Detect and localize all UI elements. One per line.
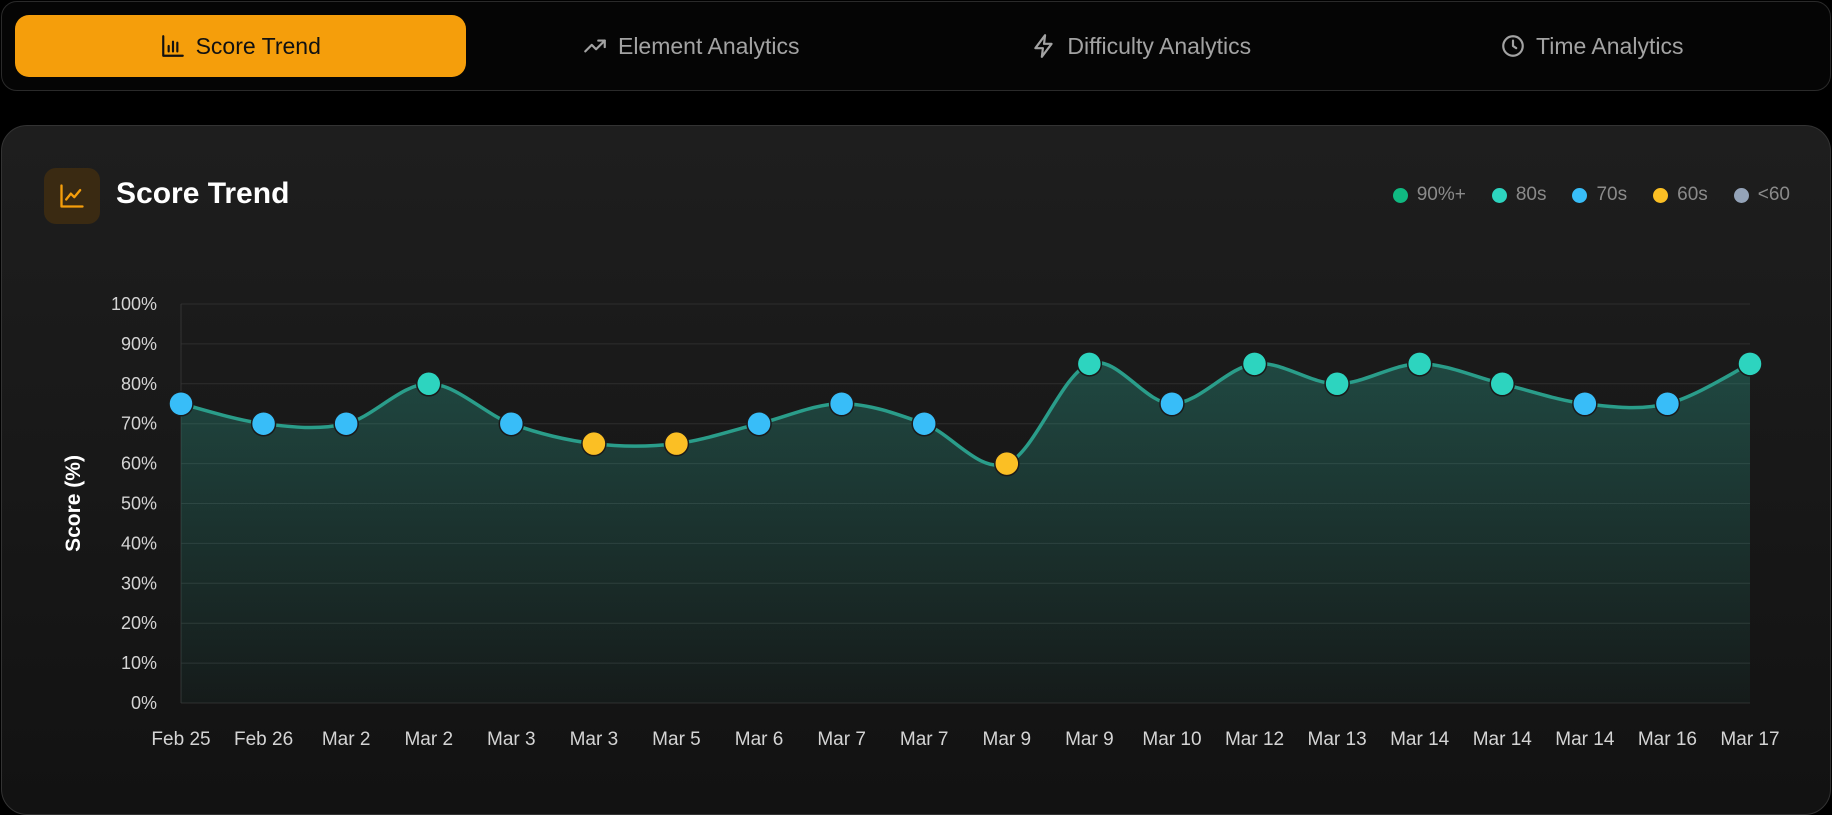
legend-label: 90%+ xyxy=(1416,184,1466,205)
tab-difficulty-analytics[interactable]: Difficulty Analytics xyxy=(916,15,1367,77)
x-tick-label: Mar 3 xyxy=(570,729,619,750)
bar-chart-icon xyxy=(161,35,184,57)
tab-bar: Score Trend Element Analytics Difficulty A… xyxy=(1,1,1831,91)
x-tick-label: Mar 14 xyxy=(1555,729,1615,750)
data-point[interactable] xyxy=(415,371,442,397)
x-tick-label: Mar 16 xyxy=(1638,729,1697,750)
y-tick-label: 40% xyxy=(121,533,157,553)
legend-dot xyxy=(1491,187,1507,203)
data-point[interactable] xyxy=(250,410,277,437)
x-tick-label: Mar 9 xyxy=(983,729,1032,750)
trending-up-icon xyxy=(584,39,606,53)
zap-icon xyxy=(1034,34,1054,58)
x-tick-label: Feb 25 xyxy=(151,729,210,750)
data-point[interactable] xyxy=(1159,391,1185,417)
y-tick-label: 10% xyxy=(121,653,157,673)
tab-label: Time Analytics xyxy=(1536,32,1684,59)
legend-item: 80s xyxy=(1491,184,1547,206)
data-point[interactable] xyxy=(1406,351,1433,377)
trend-line xyxy=(180,360,1751,467)
x-tick-label: Mar 9 xyxy=(1065,729,1114,750)
y-tick-label: 70% xyxy=(121,414,157,434)
data-point[interactable] xyxy=(498,410,525,437)
data-point[interactable] xyxy=(333,410,359,437)
tab-label: Score Trend xyxy=(195,32,321,59)
y-axis-label: Score (%) xyxy=(62,455,85,552)
legend-label: <60 xyxy=(1757,184,1790,205)
data-point[interactable] xyxy=(1572,391,1598,417)
data-point[interactable] xyxy=(1324,371,1350,397)
x-tick-label: Mar 6 xyxy=(735,729,784,750)
y-tick-label: 90% xyxy=(121,334,157,354)
y-tick-label: 100% xyxy=(111,294,157,314)
y-tick-label: 60% xyxy=(121,454,157,474)
data-point[interactable] xyxy=(1654,391,1681,417)
legend-item: <60 xyxy=(1733,184,1790,206)
area-fill xyxy=(181,362,1750,703)
clock-icon xyxy=(1502,35,1524,57)
data-point[interactable] xyxy=(581,430,607,457)
x-tick-label: Mar 7 xyxy=(900,729,949,750)
x-tick-label: Mar 14 xyxy=(1473,729,1533,750)
line-chart-icon xyxy=(44,168,100,224)
legend-item: 60s xyxy=(1653,184,1708,206)
data-point[interactable] xyxy=(746,410,772,437)
x-tick-label: Mar 12 xyxy=(1225,729,1284,750)
y-tick-label: 20% xyxy=(121,613,157,633)
tab-element-analytics[interactable]: Element Analytics xyxy=(466,15,917,77)
tab-score-trend[interactable]: Score Trend xyxy=(15,15,466,77)
y-tick-label: 0% xyxy=(131,693,157,713)
x-tick-label: Mar 5 xyxy=(652,729,701,750)
card-title: Score Trend xyxy=(116,177,290,210)
data-point[interactable] xyxy=(1076,351,1103,377)
data-point[interactable] xyxy=(1489,371,1516,397)
data-point[interactable] xyxy=(994,450,1020,477)
tab-time-analytics[interactable]: Time Analytics xyxy=(1367,15,1818,77)
legend-dot xyxy=(1653,187,1669,203)
legend-label: 60s xyxy=(1677,184,1708,205)
legend-label: 70s xyxy=(1596,184,1628,205)
x-tick-label: Mar 14 xyxy=(1390,729,1450,750)
x-tick-label: Mar 2 xyxy=(404,729,453,750)
x-tick-label: Mar 13 xyxy=(1308,729,1367,750)
data-point[interactable] xyxy=(911,410,937,437)
legend-dot xyxy=(1392,187,1408,203)
data-point[interactable] xyxy=(1737,351,1763,377)
legend-dot xyxy=(1572,187,1588,203)
x-tick-label: Mar 2 xyxy=(322,729,371,750)
legend: 90%+ 80s 70s 60s <60 xyxy=(1392,184,1790,206)
y-tick-label: 80% xyxy=(121,374,157,394)
data-point[interactable] xyxy=(168,391,194,417)
tab-label: Difficulty Analytics xyxy=(1067,32,1252,59)
data-point[interactable] xyxy=(663,430,690,457)
legend-item: 90%+ xyxy=(1392,184,1466,206)
y-tick-label: 30% xyxy=(121,573,157,593)
x-tick-label: Feb 26 xyxy=(234,729,293,750)
y-tick-label: 50% xyxy=(121,494,157,514)
tab-label: Element Analytics xyxy=(617,32,800,59)
legend-dot xyxy=(1733,187,1749,203)
data-point[interactable] xyxy=(1241,351,1268,377)
data-point[interactable] xyxy=(828,391,855,417)
x-tick-label: Mar 10 xyxy=(1142,729,1201,750)
legend-label: 80s xyxy=(1515,184,1547,205)
x-tick-label: Mar 17 xyxy=(1720,729,1779,750)
x-tick-label: Mar 3 xyxy=(487,729,536,750)
legend-item: 70s xyxy=(1572,184,1627,206)
x-tick-label: Mar 7 xyxy=(817,729,866,750)
